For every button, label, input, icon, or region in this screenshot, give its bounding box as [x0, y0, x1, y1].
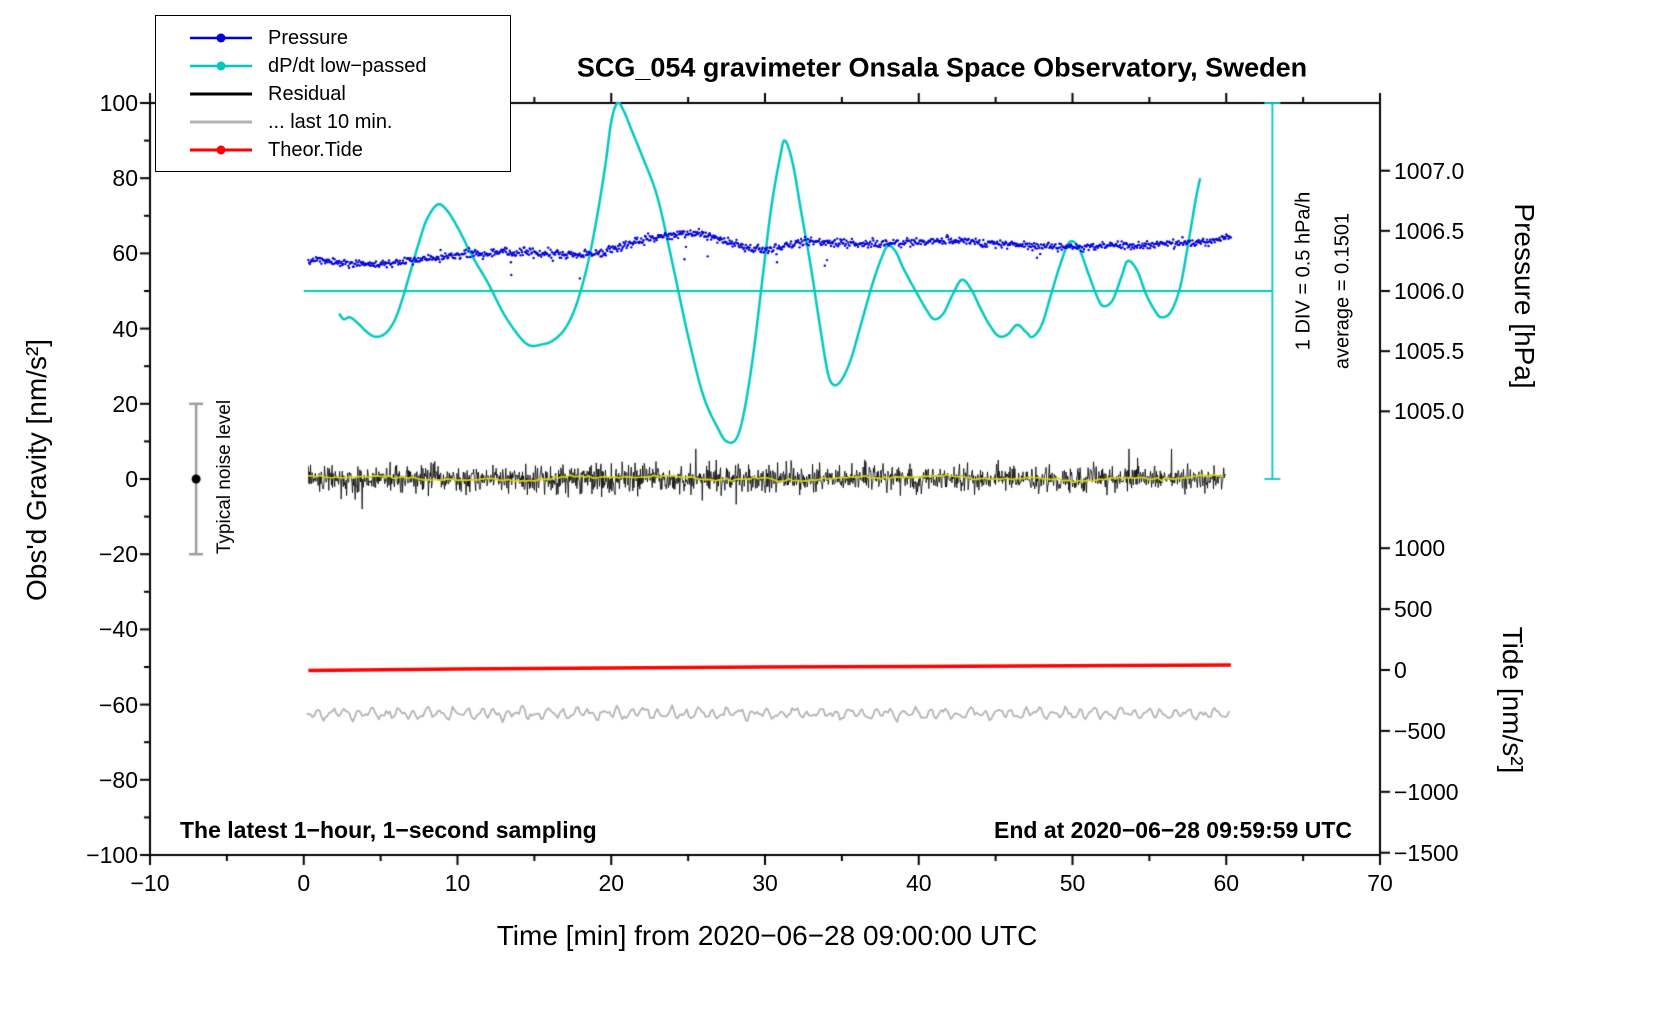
y-left-tick-label: 0 — [125, 466, 138, 492]
legend-label: Pressure — [268, 26, 349, 49]
sampling-annotation: The latest 1−hour, 1−second sampling — [180, 817, 597, 843]
tide-tick-label: 0 — [1394, 657, 1407, 683]
y-left-tick-label: 40 — [112, 315, 138, 342]
tide-tick-label: 500 — [1394, 596, 1433, 623]
x-axis-label: Time [min] from 2020−06−28 09:00:00 UTC — [496, 920, 1038, 951]
average-annotation: average = 0.1501 — [1331, 212, 1354, 370]
x-tick-label: 70 — [1367, 870, 1393, 896]
x-tick-label: 60 — [1213, 870, 1240, 896]
y-axis-label-pressure: Pressure [hPa] — [1509, 203, 1540, 389]
legend-sample-line — [190, 59, 252, 73]
chart-title: SCG_054 gravimeter Onsala Space Observat… — [576, 52, 1308, 83]
y-left-tick-label: −60 — [98, 691, 138, 718]
y-left-tick-label: 20 — [112, 390, 138, 417]
div-scale-annotation: 1 DIV = 0.5 hPa/h — [1292, 191, 1315, 351]
tide-tick-label: −1000 — [1394, 778, 1459, 805]
legend-sample-line — [190, 115, 252, 129]
y-left-tick-label: 60 — [112, 240, 138, 267]
pressure-tick-label: 1006.5 — [1394, 217, 1465, 244]
y-left-tick-label: −80 — [98, 766, 138, 793]
legend-sample-line — [190, 87, 252, 101]
x-tick-label: 50 — [1059, 870, 1086, 896]
y-left-tick-label: −20 — [98, 541, 138, 568]
tide-tick-label: −1500 — [1394, 839, 1459, 866]
legend-label: dP/dt low−passed — [268, 54, 427, 77]
legend: Pressure dP/dt low−passed Residual ... last… — [155, 15, 511, 172]
x-tick-label: 40 — [905, 870, 932, 896]
legend-item: Theor.Tide — [156, 136, 510, 164]
y-left-tick-label: 80 — [112, 165, 138, 192]
legend-sample-line — [190, 31, 252, 45]
pressure-tick-label: 1005.0 — [1394, 398, 1465, 425]
pressure-tick-label: 1006.0 — [1394, 278, 1465, 304]
legend-line-icon — [190, 145, 252, 155]
x-tick-label: 30 — [752, 870, 778, 896]
legend-line-icon — [190, 61, 252, 71]
x-tick-label: 0 — [297, 870, 311, 896]
y-axis-label-left: Obs'd Gravity [nm/s²] — [21, 338, 52, 602]
y-axis-label-tide: Tide [nm/s²] — [1497, 626, 1528, 774]
legend-sample-line — [190, 143, 252, 157]
x-tick-label: 10 — [444, 870, 471, 896]
pressure-tick-label: 1007.0 — [1394, 157, 1465, 184]
end-time-annotation: End at 2020−06−28 09:59:59 UTC — [994, 817, 1352, 843]
tide-tick-label: −500 — [1394, 717, 1446, 744]
x-tick-label: 20 — [598, 870, 625, 896]
legend-item: Residual — [156, 80, 510, 108]
y-left-tick-label: 100 — [99, 90, 138, 116]
y-left-tick-label: −100 — [86, 842, 138, 868]
noise-level-annotation: Typical noise level — [214, 399, 235, 555]
y-left-tick-label: −40 — [98, 616, 138, 643]
legend-line-icon — [190, 33, 252, 43]
legend-line-icon — [190, 120, 252, 124]
legend-label: Theor.Tide — [268, 138, 363, 161]
legend-item: dP/dt low−passed — [156, 52, 510, 80]
legend-item: ... last 10 min. — [156, 108, 510, 136]
legend-item: Pressure — [156, 24, 510, 52]
tide-tick-label: 1000 — [1394, 535, 1446, 562]
legend-label: ... last 10 min. — [268, 110, 393, 133]
pressure-tick-label: 1005.5 — [1394, 338, 1465, 365]
legend-line-icon — [190, 92, 252, 96]
x-tick-label: −10 — [130, 870, 170, 896]
legend-label: Residual — [268, 82, 346, 105]
